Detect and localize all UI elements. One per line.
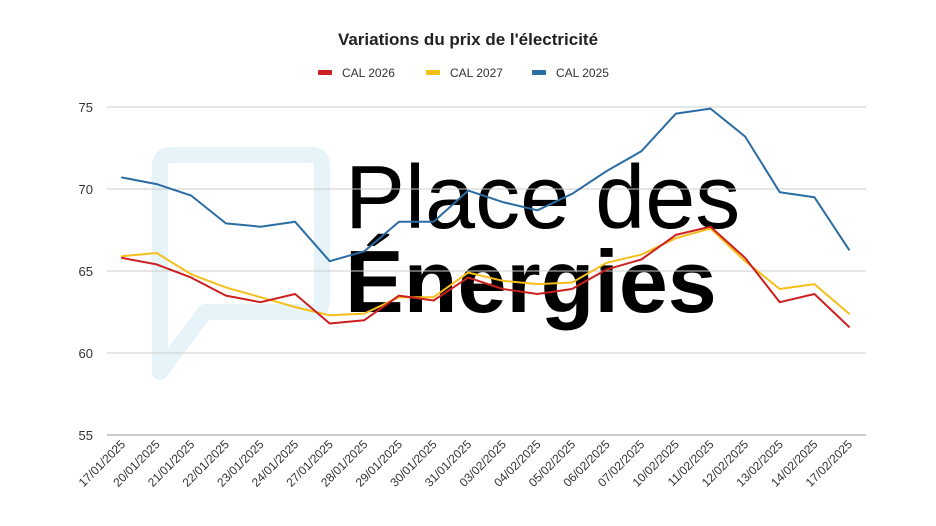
- y-tick-label: 65: [79, 264, 93, 279]
- y-tick-label: 60: [79, 346, 93, 361]
- legend-item-cal-2025: CAL 2025: [532, 66, 609, 80]
- legend-item-cal-2026: CAL 2026: [318, 66, 395, 80]
- legend-label: CAL 2026: [342, 66, 395, 80]
- chart-title: Variations du prix de l'électricité: [338, 30, 598, 49]
- legend-swatch: [532, 70, 546, 75]
- watermark-logo-icon: [152, 147, 330, 380]
- y-tick-label: 75: [79, 100, 93, 115]
- legend-label: CAL 2025: [556, 66, 609, 80]
- watermark-line1: Place des: [345, 148, 740, 248]
- grid: [107, 106, 866, 436]
- watermark-line2: Énergies: [345, 232, 717, 331]
- legend-swatch: [426, 70, 440, 75]
- y-tick-label: 70: [79, 182, 93, 197]
- series-lines: [121, 107, 850, 328]
- x-axis: 17/01/202520/01/202521/01/202522/01/2025…: [76, 437, 856, 490]
- watermark: Place des Énergies: [152, 147, 740, 380]
- series-line-cal-2027: [121, 227, 850, 317]
- series-line-cal-2026: [121, 225, 850, 328]
- legend: CAL 2026 CAL 2027 CAL 2025: [318, 66, 609, 80]
- legend-swatch: [318, 70, 332, 75]
- legend-label: CAL 2027: [450, 66, 503, 80]
- y-axis: 55 60 65 70 75: [79, 100, 93, 443]
- series-line-cal-2025: [121, 107, 850, 263]
- legend-item-cal-2027: CAL 2027: [426, 66, 503, 80]
- y-tick-label: 55: [79, 428, 93, 443]
